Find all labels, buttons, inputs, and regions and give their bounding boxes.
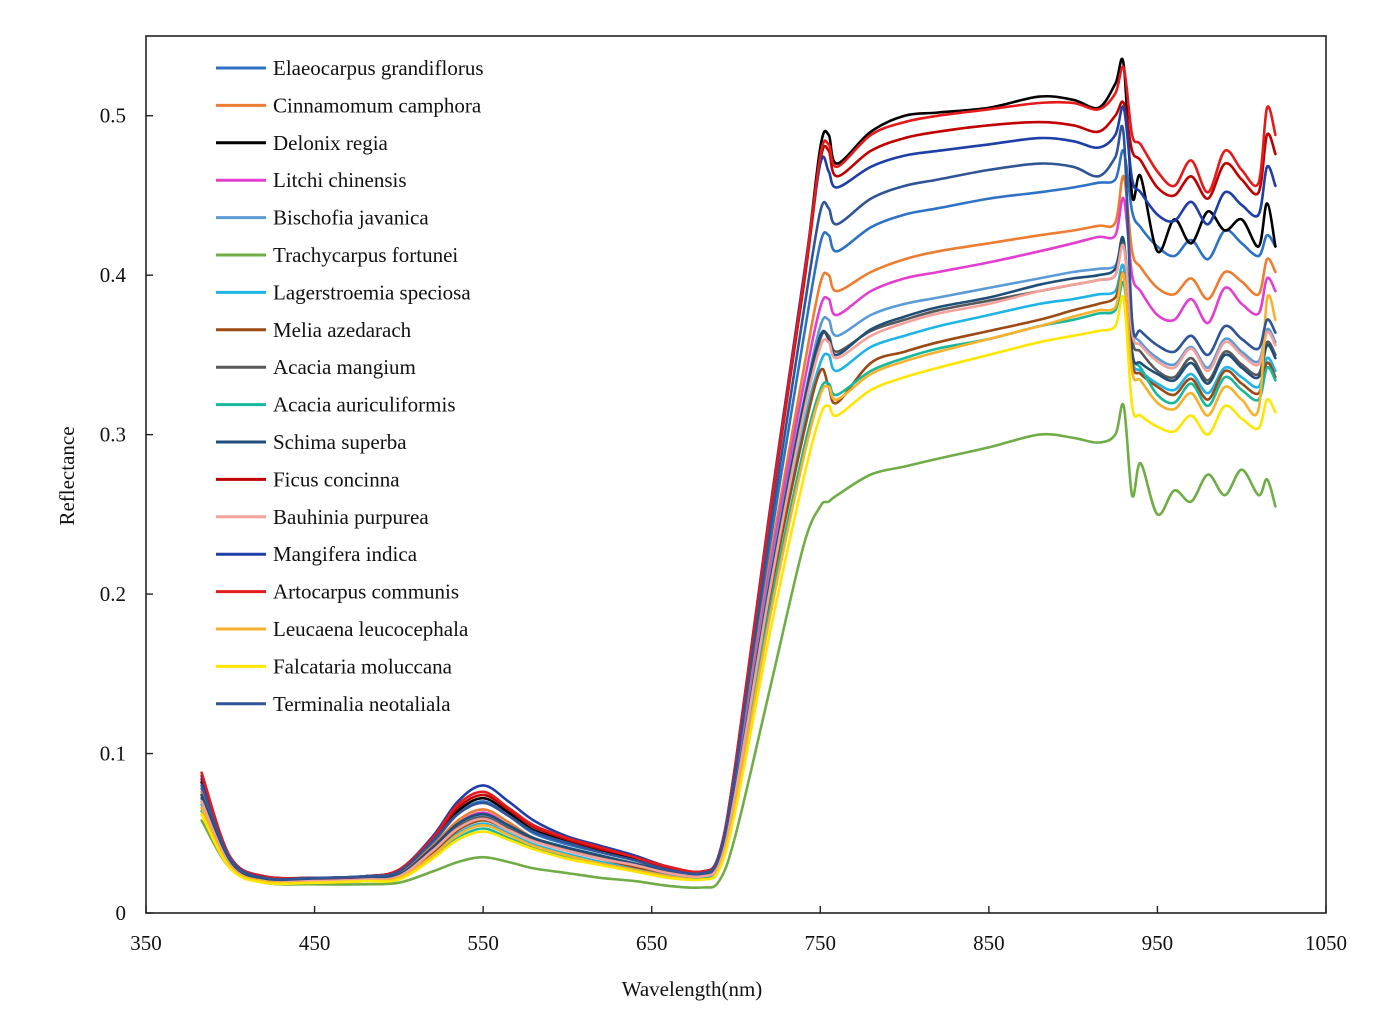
y-tick-label: 0.2 — [100, 582, 126, 606]
series-line-17 — [200, 294, 1277, 886]
legend-label: Bauhinia purpurea — [273, 505, 429, 529]
plot-frame — [145, 35, 1327, 914]
legend-item: Falcataria moluccana — [216, 654, 453, 678]
y-tick-label: 0.1 — [100, 742, 126, 766]
legend-label: Trachycarpus fortunei — [273, 243, 458, 267]
y-tick-label: 0.4 — [100, 263, 127, 287]
x-axis-ticks: 350 450 550 650 750 850 950 1050 — [130, 906, 1347, 955]
x-tick-label: 750 — [805, 931, 837, 955]
legend-item: Ficus concinna — [216, 467, 400, 491]
series-line-15 — [200, 65, 1277, 880]
x-tick-label: 1050 — [1305, 931, 1347, 955]
legend-item: Bauhinia purpurea — [216, 505, 429, 529]
legend-label: Ficus concinna — [273, 467, 400, 491]
x-tick-label: 850 — [973, 931, 1005, 955]
legend-label: Delonix regia — [273, 131, 389, 155]
series-line-11 — [200, 235, 1277, 883]
legend-label: Bischofia javanica — [273, 206, 429, 230]
x-tick-label: 550 — [467, 931, 499, 955]
legend-item: Artocarpus communis — [216, 580, 459, 604]
legend-label: Cinnamomum camphora — [273, 93, 482, 117]
legend-item: Litchi chinensis — [216, 168, 407, 192]
series-line-16 — [200, 271, 1277, 885]
legend-label: Lagerstroemia speciosa — [273, 280, 471, 304]
legend-label: Litchi chinensis — [273, 168, 407, 192]
x-tick-label: 650 — [636, 931, 668, 955]
series-line-10 — [200, 280, 1277, 885]
series-layer — [200, 57, 1277, 890]
legend-item: Terminalia neotaliala — [216, 692, 451, 716]
series-line-18 — [200, 124, 1277, 881]
legend-item: Cinnamomum camphora — [216, 93, 482, 117]
x-tick-label: 950 — [1142, 931, 1174, 955]
legend-label: Falcataria moluccana — [273, 654, 453, 678]
legend-item: Trachycarpus fortunei — [216, 243, 458, 267]
x-tick-label: 450 — [299, 931, 331, 955]
y-axis-ticks: 0 0.1 0.2 0.3 0.4 0.5 — [100, 104, 153, 925]
series-line-8 — [200, 271, 1277, 884]
legend: Elaeocarpus grandiflorus Cinnamomum camph… — [216, 56, 484, 716]
legend-label: Melia azedarach — [273, 318, 412, 342]
legend-item: Mangifera indica — [216, 542, 418, 566]
series-line-13 — [200, 243, 1277, 884]
series-line-6 — [200, 402, 1277, 890]
x-axis-title: Wavelength(nm) — [622, 977, 763, 1001]
series-line-2 — [200, 174, 1277, 883]
legend-item: Leucaena leucocephala — [216, 617, 469, 641]
series-line-3 — [200, 57, 1277, 880]
legend-item: Schima superba — [216, 430, 407, 454]
y-tick-label: 0.5 — [100, 104, 126, 128]
y-tick-label: 0.3 — [100, 423, 126, 447]
legend-label: Elaeocarpus grandiflorus — [273, 56, 484, 80]
legend-item: Acacia mangium — [216, 355, 416, 379]
y-axis-title: Reflectance — [55, 426, 79, 525]
legend-label: Artocarpus communis — [273, 580, 459, 604]
legend-item: Melia azedarach — [216, 318, 412, 342]
legend-label: Terminalia neotaliala — [273, 692, 451, 716]
x-tick-label: 350 — [130, 931, 162, 955]
legend-label: Leucaena leucocephala — [273, 617, 469, 641]
series-line-5 — [200, 239, 1277, 883]
legend-item: Acacia auriculiformis — [216, 393, 456, 417]
y-tick-label: 0 — [116, 901, 127, 925]
series-line-7 — [200, 263, 1277, 884]
legend-label: Schima superba — [273, 430, 407, 454]
legend-label: Mangifera indica — [273, 542, 418, 566]
legend-item: Bischofia javanica — [216, 206, 429, 230]
legend-item: Delonix regia — [216, 131, 389, 155]
legend-item: Lagerstroemia speciosa — [216, 280, 471, 304]
legend-label: Acacia mangium — [273, 355, 416, 379]
legend-label: Acacia auriculiformis — [273, 393, 456, 417]
legend-item: Elaeocarpus grandiflorus — [216, 56, 484, 80]
